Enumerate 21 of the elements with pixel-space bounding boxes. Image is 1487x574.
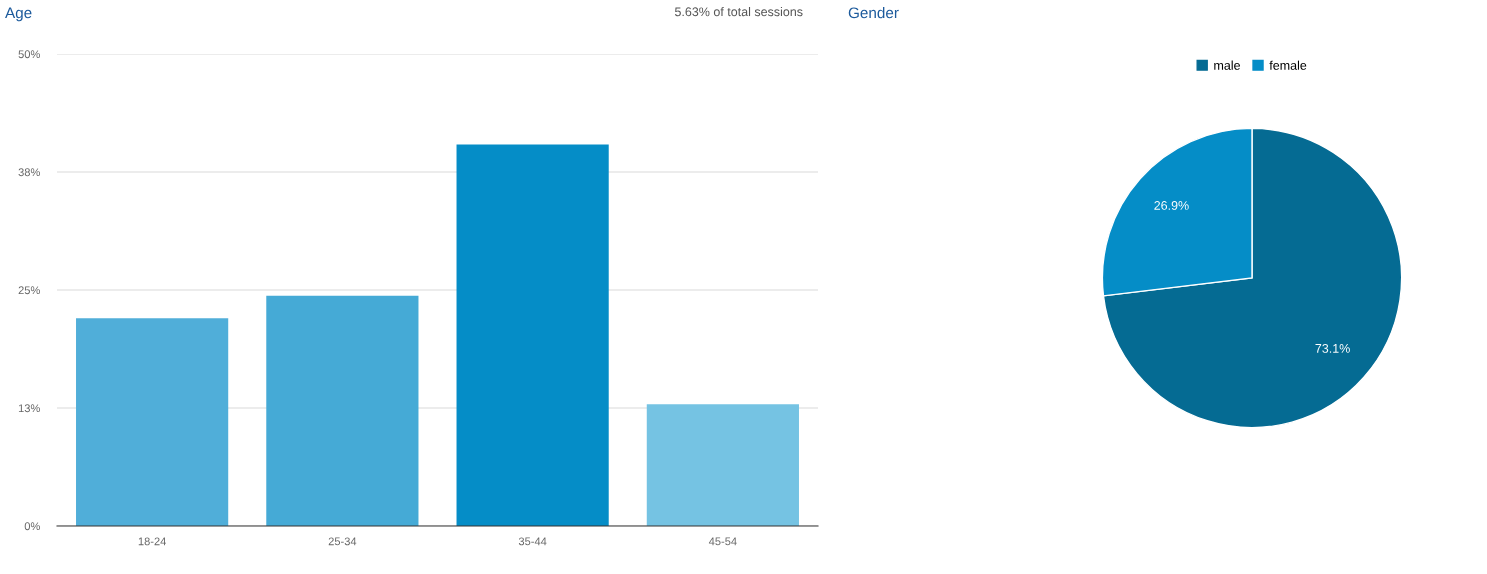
- bar: [266, 295, 419, 526]
- chart-title: Age: [5, 7, 32, 22]
- y-tick-label: 38%: [18, 168, 40, 177]
- text: Gender: [848, 7, 899, 19]
- data-label: 26.9%: [1154, 201, 1189, 210]
- y-tick-label: 0%: [24, 522, 40, 531]
- x-tick-label: 35-44: [518, 537, 547, 546]
- x-tick-label: 25-34: [328, 537, 357, 546]
- x-tick-label: 18-24: [138, 537, 167, 546]
- y-tick-label: 25%: [18, 286, 40, 295]
- bar: [646, 404, 799, 526]
- pie-slice: [1102, 127, 1403, 429]
- legend-label: male: [1214, 60, 1240, 70]
- x-tick-label: 45-54: [708, 537, 737, 546]
- bar: [456, 144, 609, 526]
- data-label: 73.1%: [1315, 343, 1350, 353]
- y-tick-label: 13%: [18, 404, 40, 413]
- text: 5.63% of total sessions: [674, 7, 803, 17]
- legend-label: female: [1269, 60, 1307, 70]
- bar: [76, 318, 229, 526]
- y-tick-label: 50%: [18, 50, 40, 59]
